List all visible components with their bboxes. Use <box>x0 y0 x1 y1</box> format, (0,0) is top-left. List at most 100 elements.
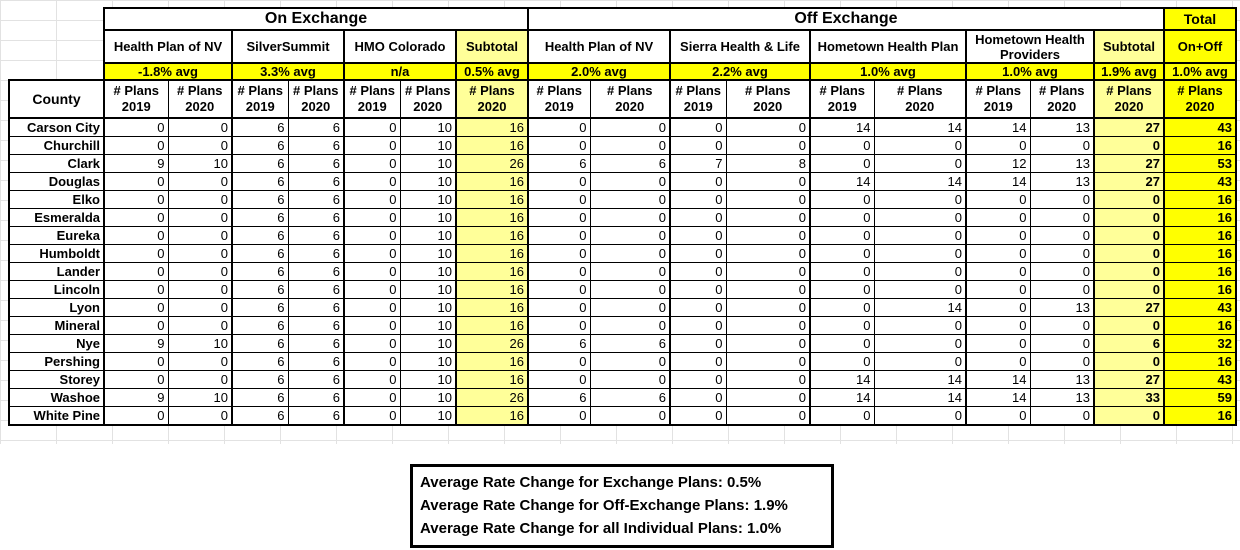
cell-off-sierra-2020[interactable]: 0 <box>725 262 811 281</box>
cell-off-hpn-2020[interactable]: 0 <box>589 352 671 371</box>
cell-off-hhproviders-2020[interactable]: 0 <box>1029 208 1095 227</box>
cell-on-silversummit-2020[interactable]: 6 <box>287 117 345 137</box>
cell-on-hpn-2020[interactable]: 0 <box>167 172 233 191</box>
cell-off-hhplan-2020[interactable]: 0 <box>873 226 967 245</box>
cell-on-hpn-2020[interactable]: 0 <box>167 280 233 299</box>
cell-on-silversummit-2020[interactable]: 6 <box>287 334 345 353</box>
cell-off-hpn-2019[interactable]: 6 <box>527 388 591 407</box>
county-cell[interactable]: Esmeralda <box>8 208 105 227</box>
cell-on-hmo-colorado-2020[interactable]: 10 <box>399 406 457 426</box>
cell-off-hhplan-2019[interactable]: 14 <box>809 117 875 137</box>
cell-on-hmo-colorado-2019[interactable]: 0 <box>343 117 401 137</box>
cell-off-sierra-2020[interactable]: 0 <box>725 208 811 227</box>
cell-off-subtotal-2020[interactable]: 27 <box>1093 298 1165 317</box>
cell-on-subtotal-2020[interactable]: 16 <box>455 208 529 227</box>
cell-off-sierra-2019[interactable]: 0 <box>669 352 727 371</box>
cell-off-hhplan-2019[interactable]: 0 <box>809 280 875 299</box>
cell-off-hpn-2019[interactable]: 0 <box>527 226 591 245</box>
cell-off-hpn-2020[interactable]: 0 <box>589 370 671 389</box>
cell-off-subtotal-2020[interactable]: 0 <box>1093 406 1165 426</box>
plans-header-off-hpn-2019[interactable]: # Plans 2019 <box>527 79 591 119</box>
cell-on-hpn-2019[interactable]: 0 <box>103 316 169 335</box>
county-cell[interactable]: Lander <box>8 262 105 281</box>
cell-on-silversummit-2020[interactable]: 6 <box>287 172 345 191</box>
cell-off-hhplan-2020[interactable]: 14 <box>873 370 967 389</box>
cell-on-hmo-colorado-2019[interactable]: 0 <box>343 136 401 155</box>
cell-on-hpn-2019[interactable]: 0 <box>103 406 169 426</box>
cell-total-on-off-2020[interactable]: 16 <box>1163 316 1237 335</box>
cell-off-subtotal-2020[interactable]: 0 <box>1093 316 1165 335</box>
cell-off-hhplan-2019[interactable]: 0 <box>809 334 875 353</box>
cell-off-hhplan-2019[interactable]: 0 <box>809 154 875 173</box>
cell-on-silversummit-2020[interactable]: 6 <box>287 352 345 371</box>
county-cell[interactable]: Lyon <box>8 298 105 317</box>
cell-on-silversummit-2019[interactable]: 6 <box>231 280 289 299</box>
avg-rate-header[interactable]: -1.8% avg <box>103 62 233 81</box>
cell-on-hpn-2020[interactable]: 0 <box>167 226 233 245</box>
carrier-header[interactable]: Subtotal <box>1093 29 1165 64</box>
cell-on-silversummit-2019[interactable]: 6 <box>231 154 289 173</box>
cell-off-sierra-2020[interactable]: 0 <box>725 298 811 317</box>
cell-off-hhplan-2019[interactable]: 14 <box>809 370 875 389</box>
cell-off-hhproviders-2019[interactable]: 0 <box>965 262 1031 281</box>
cell-on-hmo-colorado-2020[interactable]: 10 <box>399 370 457 389</box>
cell-off-sierra-2019[interactable]: 0 <box>669 406 727 426</box>
carrier-header[interactable]: Health Plan of NV <box>103 29 233 64</box>
cell-on-hmo-colorado-2019[interactable]: 0 <box>343 280 401 299</box>
cell-on-silversummit-2019[interactable]: 6 <box>231 352 289 371</box>
carrier-header[interactable]: Subtotal <box>455 29 529 64</box>
cell-on-hpn-2019[interactable]: 0 <box>103 298 169 317</box>
carrier-header[interactable]: HMO Colorado <box>343 29 457 64</box>
cell-on-hmo-colorado-2020[interactable]: 10 <box>399 298 457 317</box>
cell-on-subtotal-2020[interactable]: 16 <box>455 352 529 371</box>
cell-on-hpn-2020[interactable]: 10 <box>167 388 233 407</box>
cell-off-hhplan-2019[interactable]: 0 <box>809 208 875 227</box>
cell-off-hhproviders-2020[interactable]: 0 <box>1029 226 1095 245</box>
cell-off-hhplan-2019[interactable]: 0 <box>809 244 875 263</box>
cell-off-hpn-2019[interactable]: 0 <box>527 172 591 191</box>
cell-on-hmo-colorado-2019[interactable]: 0 <box>343 316 401 335</box>
cell-on-subtotal-2020[interactable]: 16 <box>455 370 529 389</box>
cell-on-subtotal-2020[interactable]: 26 <box>455 154 529 173</box>
cell-on-hmo-colorado-2019[interactable]: 0 <box>343 226 401 245</box>
cell-on-hpn-2019[interactable]: 9 <box>103 154 169 173</box>
cell-off-sierra-2019[interactable]: 0 <box>669 117 727 137</box>
cell-on-hpn-2020[interactable]: 0 <box>167 406 233 426</box>
cell-off-hpn-2019[interactable]: 0 <box>527 262 591 281</box>
cell-off-hpn-2019[interactable]: 0 <box>527 117 591 137</box>
cell-off-sierra-2019[interactable]: 0 <box>669 334 727 353</box>
cell-off-sierra-2019[interactable]: 0 <box>669 298 727 317</box>
cell-on-subtotal-2020[interactable]: 16 <box>455 190 529 209</box>
avg-rate-header[interactable]: 3.3% avg <box>231 62 345 81</box>
cell-off-hpn-2019[interactable]: 0 <box>527 208 591 227</box>
cell-off-sierra-2019[interactable]: 0 <box>669 190 727 209</box>
cell-total-on-off-2020[interactable]: 16 <box>1163 190 1237 209</box>
cell-total-on-off-2020[interactable]: 43 <box>1163 117 1237 137</box>
cell-on-hmo-colorado-2020[interactable]: 10 <box>399 226 457 245</box>
cell-on-hmo-colorado-2019[interactable]: 0 <box>343 388 401 407</box>
cell-on-hmo-colorado-2019[interactable]: 0 <box>343 334 401 353</box>
cell-off-hhplan-2019[interactable]: 0 <box>809 190 875 209</box>
cell-off-hhplan-2019[interactable]: 0 <box>809 316 875 335</box>
cell-off-hhplan-2020[interactable]: 14 <box>873 388 967 407</box>
cell-total-on-off-2020[interactable]: 32 <box>1163 334 1237 353</box>
cell-off-sierra-2019[interactable]: 0 <box>669 370 727 389</box>
cell-on-silversummit-2020[interactable]: 6 <box>287 136 345 155</box>
cell-on-silversummit-2020[interactable]: 6 <box>287 190 345 209</box>
cell-off-sierra-2020[interactable]: 0 <box>725 406 811 426</box>
cell-on-hpn-2019[interactable]: 0 <box>103 190 169 209</box>
cell-on-silversummit-2019[interactable]: 6 <box>231 388 289 407</box>
avg-rate-header[interactable]: 2.0% avg <box>527 62 671 81</box>
cell-on-silversummit-2019[interactable]: 6 <box>231 244 289 263</box>
cell-off-hhplan-2020[interactable]: 14 <box>873 117 967 137</box>
cell-total-on-off-2020[interactable]: 16 <box>1163 262 1237 281</box>
county-cell[interactable]: Carson City <box>8 117 105 137</box>
cell-on-hpn-2019[interactable]: 0 <box>103 352 169 371</box>
cell-off-hhproviders-2019[interactable]: 0 <box>965 334 1031 353</box>
cell-off-hpn-2020[interactable]: 0 <box>589 208 671 227</box>
avg-rate-header-total[interactable]: 1.0% avg <box>1163 62 1237 81</box>
cell-on-subtotal-2020[interactable]: 16 <box>455 117 529 137</box>
cell-off-hpn-2019[interactable]: 0 <box>527 280 591 299</box>
cell-off-hpn-2020[interactable]: 0 <box>589 190 671 209</box>
cell-off-hhproviders-2020[interactable]: 0 <box>1029 190 1095 209</box>
